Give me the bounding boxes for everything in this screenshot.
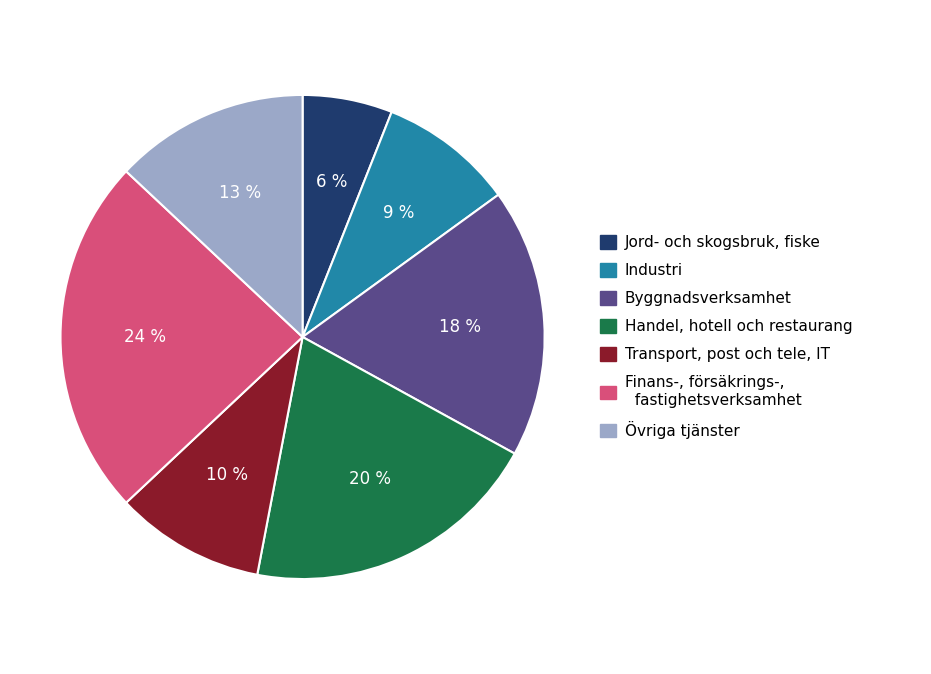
Wedge shape (126, 337, 303, 575)
Wedge shape (303, 112, 498, 337)
Text: 10 %: 10 % (206, 466, 248, 484)
Wedge shape (257, 337, 515, 579)
Wedge shape (126, 95, 303, 337)
Wedge shape (303, 95, 392, 337)
Legend: Jord- och skogsbruk, fiske, Industri, Byggnadsverksamhet, Handel, hotell och res: Jord- och skogsbruk, fiske, Industri, By… (594, 229, 858, 445)
Text: 9 %: 9 % (384, 204, 414, 222)
Text: 18 %: 18 % (439, 318, 480, 336)
Wedge shape (61, 171, 303, 503)
Text: 24 %: 24 % (124, 328, 167, 346)
Text: 13 %: 13 % (219, 183, 262, 202)
Text: 20 %: 20 % (348, 470, 391, 489)
Text: 6 %: 6 % (317, 173, 348, 191)
Wedge shape (303, 195, 545, 454)
